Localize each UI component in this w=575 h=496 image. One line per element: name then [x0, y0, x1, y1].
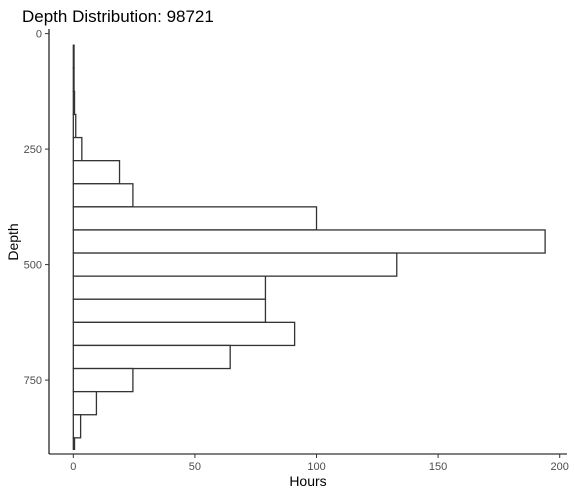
- histogram-bar: [72, 90, 76, 116]
- histogram-bar: [72, 252, 398, 277]
- y-tick-label: 500: [24, 260, 42, 272]
- y-axis-ticks: 0 250 500 750: [24, 29, 49, 387]
- x-tick-label: 0: [70, 461, 76, 473]
- histogram-bar: [72, 275, 267, 300]
- histogram-bar: [72, 136, 83, 162]
- x-axis-label: Hours: [289, 473, 326, 489]
- histogram-bar: [72, 414, 82, 439]
- histogram-bar: [72, 298, 267, 323]
- histogram-bar: [72, 344, 231, 370]
- chart-title: Depth Distribution: 98721: [22, 7, 214, 26]
- x-axis-ticks: 0 50 100 150 200: [70, 454, 569, 473]
- histogram-bar: [72, 367, 134, 393]
- bars-group: [72, 44, 546, 451]
- y-tick-label: 250: [24, 144, 42, 156]
- histogram-bar: [72, 321, 296, 347]
- x-tick-label: 100: [307, 461, 325, 473]
- histogram-bar: [72, 183, 134, 208]
- histogram-bar: [72, 229, 546, 254]
- histogram-bar: [72, 44, 75, 69]
- x-tick-label: 200: [551, 461, 569, 473]
- x-tick-label: 50: [189, 461, 201, 473]
- histogram-bar: [72, 67, 75, 93]
- histogram-bar: [72, 206, 318, 231]
- histogram-bar: [72, 437, 76, 451]
- x-tick-label: 150: [429, 461, 447, 473]
- histogram-bar: [72, 160, 121, 185]
- histogram-bar: [72, 113, 77, 139]
- histogram-bar: [72, 390, 98, 416]
- y-tick-label: 750: [24, 375, 42, 387]
- y-axis-label: Depth: [5, 223, 21, 260]
- y-tick-label: 0: [36, 29, 42, 41]
